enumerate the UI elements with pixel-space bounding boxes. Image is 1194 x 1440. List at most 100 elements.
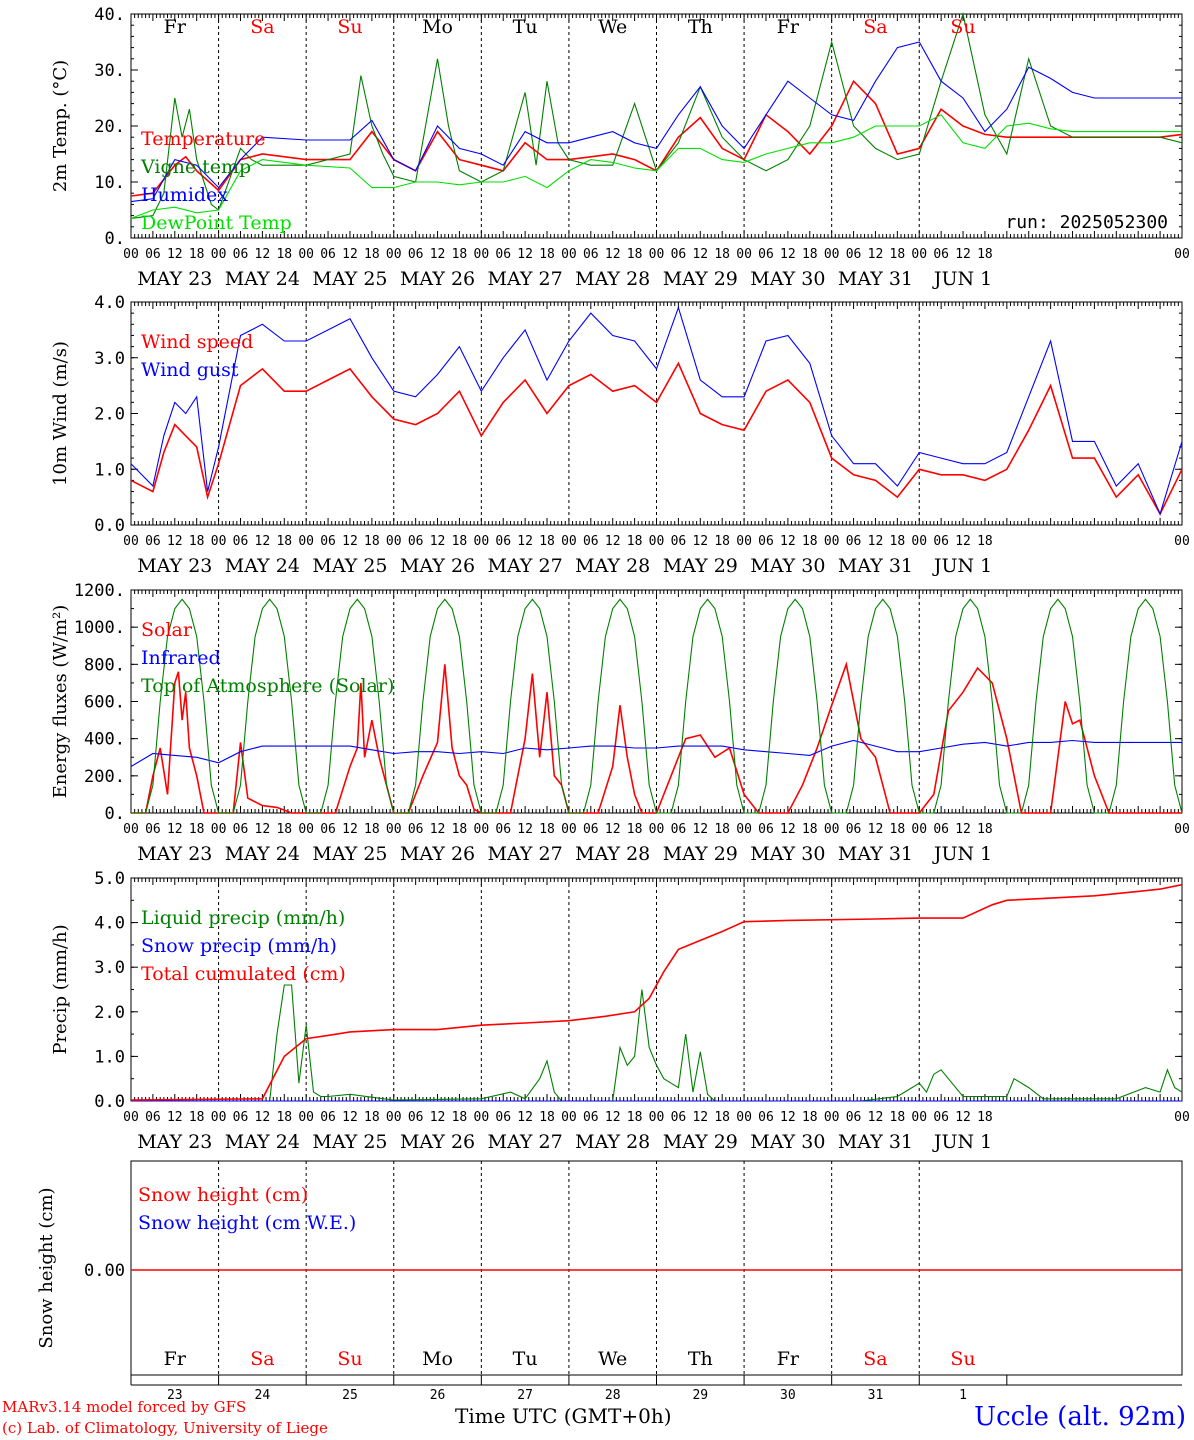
x-hour-label: 12: [167, 1110, 183, 1125]
x-hour-label: 00: [1174, 247, 1190, 262]
x-hour-label: 06: [583, 247, 599, 262]
x-hour-label: 18: [189, 1110, 205, 1125]
x-date-label: MAY 30: [750, 1131, 825, 1153]
day-number-label: 23: [167, 1388, 183, 1403]
x-hour-label: 06: [233, 247, 249, 262]
x-date-label: MAY 24: [225, 1131, 300, 1153]
x-hour-label: 00: [736, 1110, 752, 1125]
x-date-label: MAY 28: [575, 555, 650, 577]
x-hour-label: 12: [692, 534, 708, 549]
x-hour-label: 18: [977, 247, 993, 262]
x-hour-label: 00: [474, 247, 490, 262]
x-date-label: MAY 30: [750, 555, 825, 577]
x-hour-label: 06: [408, 534, 424, 549]
x-hour-label: 00: [298, 247, 314, 262]
legend-entry: DewPoint Temp: [141, 212, 292, 234]
x-hour-label: 06: [495, 247, 511, 262]
x-hour-label: 06: [233, 1110, 249, 1125]
y-tick-label: 2.0: [94, 405, 125, 425]
x-hour-label: 00: [1174, 1110, 1190, 1125]
x-hour-label: 06: [846, 534, 862, 549]
x-date-label: MAY 27: [488, 843, 563, 865]
x-hour-label: 12: [517, 247, 533, 262]
x-hour-label: 00: [649, 534, 665, 549]
x-hour-label: 06: [145, 822, 161, 837]
x-hour-label: 18: [714, 1110, 730, 1125]
x-hour-label: 12: [430, 1110, 446, 1125]
legend-entry: Snow precip (mm/h): [141, 935, 337, 957]
legend-entry: Top of Atmosphere (Solar): [141, 675, 394, 697]
x-hour-label: 06: [320, 247, 336, 262]
x-hour-label: 00: [474, 1110, 490, 1125]
legend-entry: Wind gust: [141, 359, 239, 381]
x-hour-label: 12: [605, 534, 621, 549]
weekday-label: Tu: [513, 1348, 538, 1370]
weekday-label: Su: [950, 1348, 975, 1370]
x-hour-label: 12: [342, 822, 358, 837]
x-hour-label: 12: [868, 534, 884, 549]
x-hour-label: 12: [517, 1110, 533, 1125]
x-hour-label: 12: [517, 534, 533, 549]
legend-entry: Humidex: [141, 184, 228, 206]
weekday-label: Sa: [250, 16, 274, 38]
x-hour-label: 18: [539, 247, 555, 262]
panel-1: [130, 11, 1183, 239]
x-hour-label: 18: [364, 822, 380, 837]
x-date-label: MAY 26: [400, 268, 475, 290]
x-hour-label: 00: [1174, 534, 1190, 549]
x-hour-label: 12: [692, 822, 708, 837]
weekday-label: Fr: [164, 1348, 187, 1370]
x-hour-label: 06: [233, 534, 249, 549]
weekday-label: Tu: [513, 16, 538, 38]
x-hour-label: 18: [977, 822, 993, 837]
x-hour-label: 12: [605, 1110, 621, 1125]
y-tick-label: 3.0: [94, 349, 125, 369]
x-hour-label: 06: [583, 534, 599, 549]
x-hour-label: 18: [627, 247, 643, 262]
x-hour-label: 12: [868, 1110, 884, 1125]
y-axis-label: Energy fluxes (W/m²): [50, 605, 71, 799]
x-hour-label: 06: [145, 1110, 161, 1125]
y-tick-label: 30.: [94, 61, 125, 81]
x-hour-label: 00: [736, 534, 752, 549]
y-axis-label: 10m Wind (m/s): [50, 341, 71, 486]
x-hour-label: 06: [145, 534, 161, 549]
x-hour-label: 18: [890, 1110, 906, 1125]
x-hour-label: 06: [671, 822, 687, 837]
y-tick-label: 40.: [94, 5, 125, 25]
panel-frame: [130, 13, 1183, 239]
x-date-label: JUN 1: [932, 555, 992, 577]
weekday-label: Fr: [777, 16, 800, 38]
y-tick-label: 1000.: [74, 618, 125, 638]
x-date-label: MAY 29: [663, 843, 738, 865]
x-hour-label: 06: [495, 822, 511, 837]
weekday-label: Sa: [863, 16, 887, 38]
x-hour-label: 18: [452, 247, 468, 262]
x-date-label: MAY 27: [488, 555, 563, 577]
x-hour-label: 06: [758, 822, 774, 837]
weekday-label: Sa: [863, 1348, 887, 1370]
x-hour-label: 06: [846, 822, 862, 837]
x-date-label: MAY 25: [312, 843, 387, 865]
weekday-label: Fr: [777, 1348, 800, 1370]
y-tick-label: 800.: [84, 655, 125, 675]
x-date-label: MAY 30: [750, 268, 825, 290]
x-hour-label: 18: [276, 822, 292, 837]
weekday-label: Th: [688, 16, 713, 38]
x-date-label: MAY 25: [312, 1131, 387, 1153]
x-date-label: MAY 25: [312, 555, 387, 577]
series-line-2: [130, 11, 1183, 219]
x-hour-label: 12: [692, 1110, 708, 1125]
x-hour-label: 18: [189, 822, 205, 837]
x-hour-label: 18: [539, 822, 555, 837]
x-hour-label: 00: [1174, 822, 1190, 837]
x-hour-label: 00: [561, 247, 577, 262]
x-hour-label: 00: [211, 822, 227, 837]
x-hour-label: 18: [802, 1110, 818, 1125]
x-hour-label: 00: [298, 534, 314, 549]
x-hour-label: 00: [474, 822, 490, 837]
x-hour-label: 06: [933, 822, 949, 837]
weekday-label: We: [598, 16, 627, 38]
credit-line-1: MARv3.14 model forced by GFS: [2, 1398, 247, 1416]
x-date-label: JUN 1: [932, 843, 992, 865]
